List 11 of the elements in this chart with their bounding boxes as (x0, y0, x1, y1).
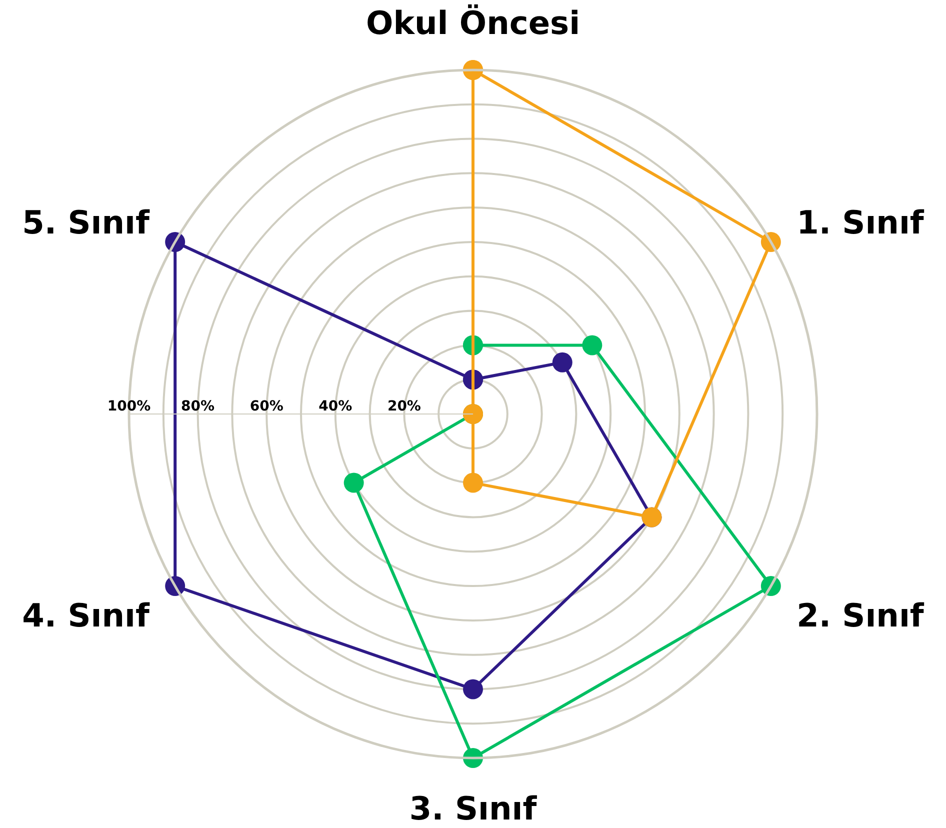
spoke-label: 2. Sınıf (796, 596, 925, 635)
y-tick-label: 60% (250, 398, 284, 415)
spoke-label: 5. Sınıf (22, 204, 150, 242)
spoke-label: 1. Sınıf (796, 204, 925, 242)
y-tick-label: 40% (318, 398, 352, 415)
y-tick-label: 100% (107, 398, 151, 415)
spoke-label: Okul Öncesi (366, 4, 580, 42)
y-tick-label: 80% (181, 398, 215, 415)
spoke-label: 3. Sınıf (409, 790, 538, 828)
y-tick-label: 20% (387, 398, 421, 415)
spoke-label: 4. Sınıf (22, 596, 150, 635)
